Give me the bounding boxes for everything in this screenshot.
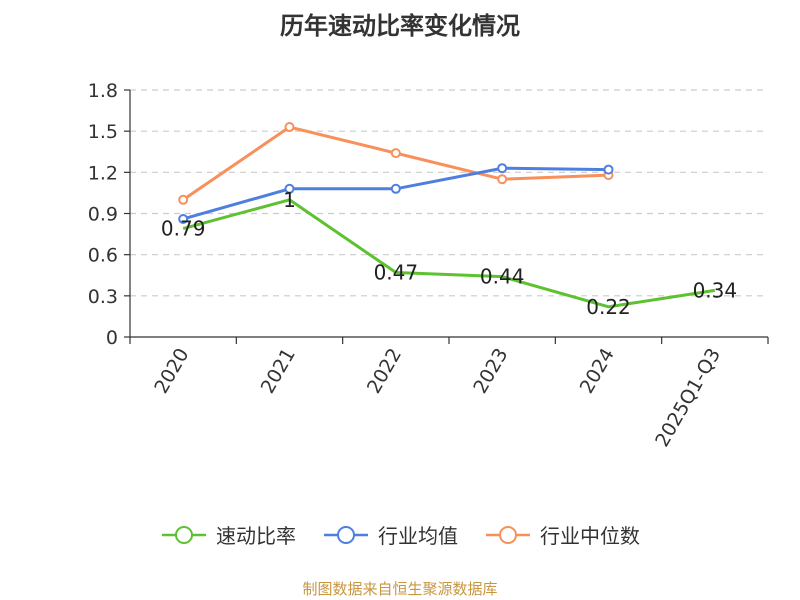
legend-swatch-icon [486, 525, 530, 544]
legend-item[interactable]: 行业均值 [322, 520, 458, 549]
series-point [390, 148, 401, 159]
series-point [178, 213, 189, 224]
chart-title: 历年速动比率变化情况 [280, 12, 520, 40]
source-note: 制图数据来自恒生聚源数据库 [302, 580, 498, 598]
series-line [182, 198, 716, 309]
legend-label: 行业中位数 [540, 524, 640, 548]
x-tick-label: 2021 [257, 345, 300, 398]
legend-swatch-icon [162, 525, 206, 544]
data-label: 0.79 [161, 217, 206, 241]
x-tick-label: 2023 [469, 344, 512, 397]
y-tick-label: 0.3 [88, 286, 118, 308]
axes: 0 0.3 0.6 0.9 1.2 1.5 1.8 2020 2021 2022 2023 2024 2… [88, 80, 769, 451]
series-point [178, 194, 189, 205]
grid-lines [130, 89, 768, 297]
series-point [284, 122, 295, 133]
series-point [603, 164, 614, 175]
legend: 速动比率 行业均值 行业中位数 [0, 520, 800, 549]
legend-item[interactable]: 速动比率 [160, 520, 296, 549]
data-label: 1 [283, 188, 296, 212]
y-tick-label: 1.8 [88, 80, 118, 102]
data-label: 0.44 [480, 265, 525, 289]
data-label: 0.47 [374, 261, 419, 285]
x-tick-label: 2022 [363, 345, 406, 398]
x-tick-label: 2024 [576, 345, 619, 398]
y-tick-label: 1.2 [88, 162, 118, 184]
y-tick-label: 0.9 [88, 204, 118, 226]
y-tick-label: 0.6 [88, 245, 118, 267]
series-point [390, 183, 401, 194]
line-chart: 0 0.3 0.6 0.9 1.2 1.5 1.8 2020 2021 2022 2023 2024 2… [88, 80, 769, 451]
x-tick-label: 2020 [150, 345, 193, 398]
legend-label: 速动比率 [216, 524, 296, 548]
y-tick-label: 1.5 [88, 121, 118, 143]
legend-label: 行业均值 [378, 524, 458, 548]
x-tick-label: 2025Q1-Q3 [651, 345, 725, 451]
legend-item[interactable]: 行业中位数 [484, 520, 640, 549]
y-tick-label: 0 [106, 327, 118, 349]
data-labels: 0.79 1 0.47 0.44 0.22 0.34 [161, 188, 737, 319]
series-point [284, 183, 295, 194]
legend-swatch-icon [324, 525, 368, 544]
series-group [178, 122, 716, 309]
series-point [497, 174, 508, 185]
series-point [497, 163, 508, 174]
data-label: 0.34 [693, 278, 738, 302]
data-label: 0.22 [586, 295, 631, 319]
